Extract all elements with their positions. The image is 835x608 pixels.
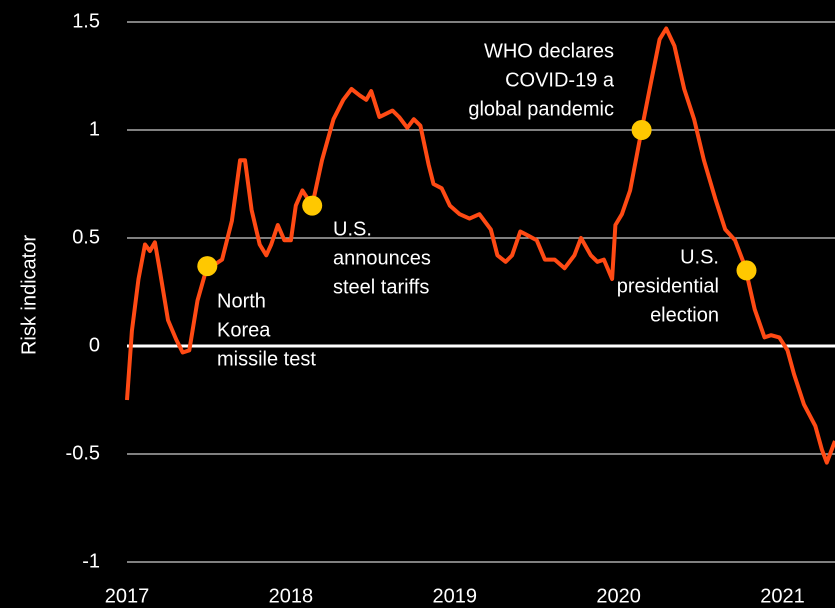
x-tick-label: 2018 bbox=[269, 585, 314, 607]
event-label: election bbox=[650, 304, 719, 326]
y-tick-label: 1.5 bbox=[72, 10, 100, 32]
event-label: missile test bbox=[217, 348, 316, 370]
y-tick-label: 0.5 bbox=[72, 226, 100, 248]
event-marker bbox=[631, 120, 652, 140]
y-tick-label: -0.5 bbox=[66, 442, 100, 464]
y-tick-label: -1 bbox=[82, 550, 100, 572]
event-marker bbox=[197, 256, 218, 277]
x-tick-label: 2021 bbox=[760, 585, 805, 607]
event-label: COVID-19 a bbox=[505, 69, 615, 91]
line bbox=[125, 26, 835, 465]
event-label: U.S. bbox=[680, 246, 719, 268]
x-tick-label: 2019 bbox=[433, 585, 478, 607]
y-tick-label: 1 bbox=[89, 118, 100, 140]
event-label: Korea bbox=[217, 319, 271, 341]
event-label: WHO declares bbox=[484, 40, 614, 62]
event-label: global pandemic bbox=[468, 98, 614, 120]
event-label: steel tariffs bbox=[333, 276, 429, 298]
x-tick-label: 2020 bbox=[596, 585, 641, 607]
event-marker bbox=[302, 195, 323, 216]
event-label: U.S. bbox=[333, 218, 372, 240]
y-axis-label: Risk indicator bbox=[18, 235, 40, 355]
x-tick-label: 2017 bbox=[105, 585, 150, 607]
event-label: presidential bbox=[617, 275, 719, 297]
y-tick-label: 0 bbox=[89, 334, 100, 356]
event-label: North bbox=[217, 290, 266, 312]
event-label: announces bbox=[333, 247, 431, 269]
event-marker bbox=[736, 260, 757, 281]
